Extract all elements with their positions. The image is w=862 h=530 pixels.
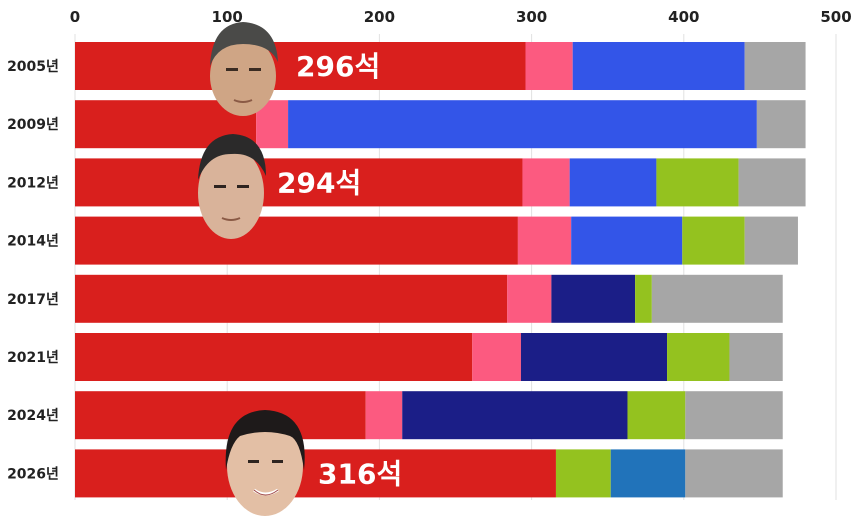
bar-segment bbox=[75, 158, 523, 207]
bar-segment bbox=[75, 391, 366, 440]
bar-segment bbox=[651, 274, 783, 323]
bar-segment bbox=[75, 333, 473, 381]
y-category-label: 2012년 bbox=[7, 175, 59, 191]
bar-segment bbox=[517, 216, 572, 265]
bar-segment bbox=[610, 449, 686, 498]
x-tick-label: 500 bbox=[820, 8, 851, 26]
bar-segment bbox=[685, 391, 783, 440]
bar-segment bbox=[75, 274, 508, 323]
y-category-label: 2014년 bbox=[7, 234, 59, 250]
y-axis-categories: 2005년 2009년 2012년 2014년 2017년 2021년 2024년 2026년 bbox=[7, 59, 59, 482]
bar-segment bbox=[656, 158, 739, 207]
bar-segment bbox=[522, 158, 570, 207]
bar-segment bbox=[571, 216, 683, 265]
bar-segment bbox=[555, 449, 611, 498]
x-tick-label: 400 bbox=[668, 8, 699, 26]
bar-segment bbox=[627, 391, 686, 440]
politician-photo-2005 bbox=[210, 22, 278, 116]
bar-segment bbox=[744, 216, 798, 265]
x-tick-label: 100 bbox=[212, 8, 243, 26]
bar-segment bbox=[729, 333, 783, 381]
x-axis-ticks: 0 100 200 300 400 500 bbox=[70, 8, 852, 26]
bar-segment bbox=[572, 42, 745, 90]
politician-photo-2026 bbox=[225, 410, 305, 516]
y-category-label: 2026년 bbox=[7, 466, 59, 482]
bar-segment bbox=[667, 333, 730, 381]
seat-count-label: 296석 bbox=[296, 50, 380, 83]
bar-segment bbox=[756, 100, 806, 149]
y-category-label: 2005년 bbox=[7, 59, 59, 75]
bar-segment bbox=[75, 449, 556, 498]
bar-segment bbox=[682, 216, 745, 265]
y-category-label: 2021년 bbox=[7, 350, 59, 366]
bar-segment bbox=[744, 42, 806, 90]
bar-segment bbox=[635, 274, 652, 323]
bar-segment bbox=[365, 391, 403, 440]
x-tick-label: 300 bbox=[516, 8, 547, 26]
bar-segment bbox=[402, 391, 628, 440]
bar-segment bbox=[75, 42, 526, 90]
bar-segment bbox=[685, 449, 783, 498]
bar-segment bbox=[288, 100, 757, 149]
bar-segment bbox=[551, 274, 636, 323]
bar-segment bbox=[569, 158, 657, 207]
x-tick-label: 0 bbox=[70, 8, 80, 26]
stacked-bars bbox=[75, 42, 806, 498]
bar-segment bbox=[507, 274, 552, 323]
y-category-label: 2024년 bbox=[7, 408, 59, 424]
seat-count-label: 316석 bbox=[318, 457, 402, 490]
bar-segment bbox=[520, 333, 668, 381]
bar-segment bbox=[738, 158, 806, 207]
seat-annotations: 296석 294석 316석 bbox=[277, 50, 402, 490]
politician-photo-2012 bbox=[198, 134, 266, 239]
bar-segment bbox=[75, 216, 518, 265]
bar-segment bbox=[525, 42, 573, 90]
seat-count-label: 294석 bbox=[277, 166, 361, 199]
y-category-label: 2017년 bbox=[7, 292, 59, 308]
politician-photos bbox=[198, 22, 305, 516]
y-category-label: 2009년 bbox=[7, 117, 59, 133]
x-tick-label: 200 bbox=[364, 8, 395, 26]
bar-segment bbox=[472, 333, 521, 381]
